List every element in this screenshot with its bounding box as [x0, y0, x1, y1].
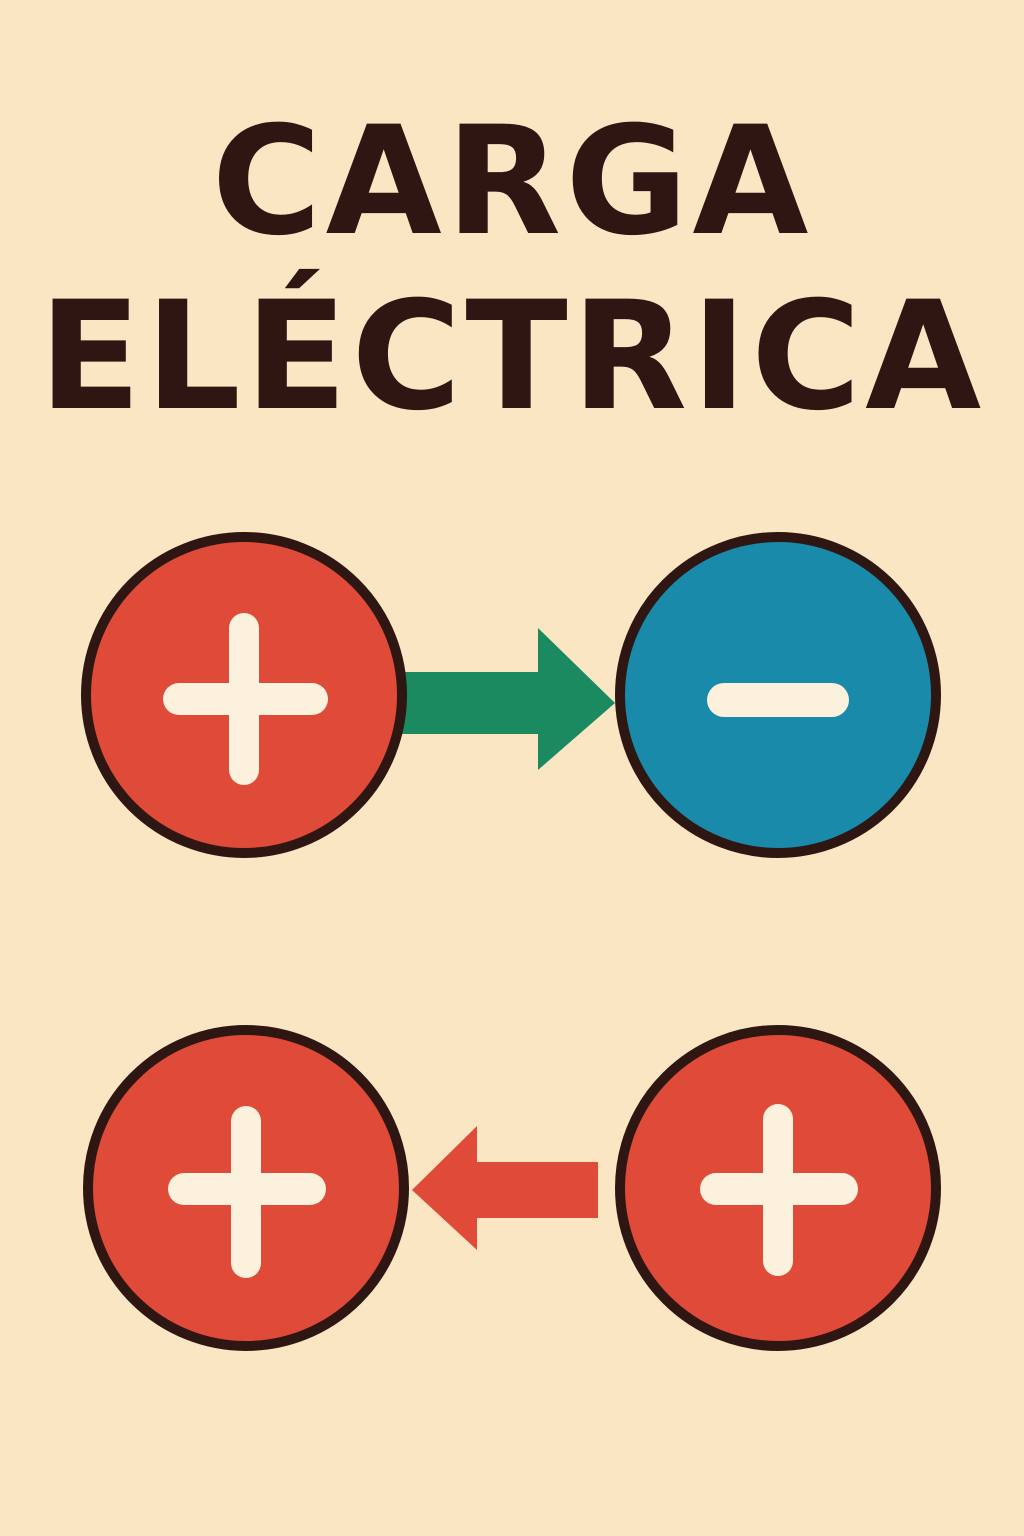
plus-icon [700, 1104, 858, 1276]
negative-charge-top-right [615, 532, 941, 858]
row-attraction [81, 532, 941, 858]
positive-charge-bottom-left [83, 1025, 409, 1351]
arrow-left-icon [412, 1126, 598, 1250]
plus-icon [163, 613, 328, 785]
arrow-right-head [538, 628, 615, 770]
arrow-left-head [412, 1126, 477, 1250]
arrow-left-shaft [470, 1162, 598, 1218]
row-repulsion [83, 1025, 941, 1351]
minus-icon [707, 683, 849, 717]
positive-charge-top-left [81, 532, 407, 858]
arrow-right-shaft [395, 672, 545, 734]
positive-charge-bottom-right [615, 1025, 941, 1351]
title-line-2: ELÉCTRICA [38, 270, 986, 444]
page-title: CARGA ELÉCTRICA [0, 95, 1024, 445]
plus-icon [168, 1106, 326, 1278]
title-line-1: CARGA [211, 95, 813, 269]
arrow-right-icon [395, 628, 615, 770]
